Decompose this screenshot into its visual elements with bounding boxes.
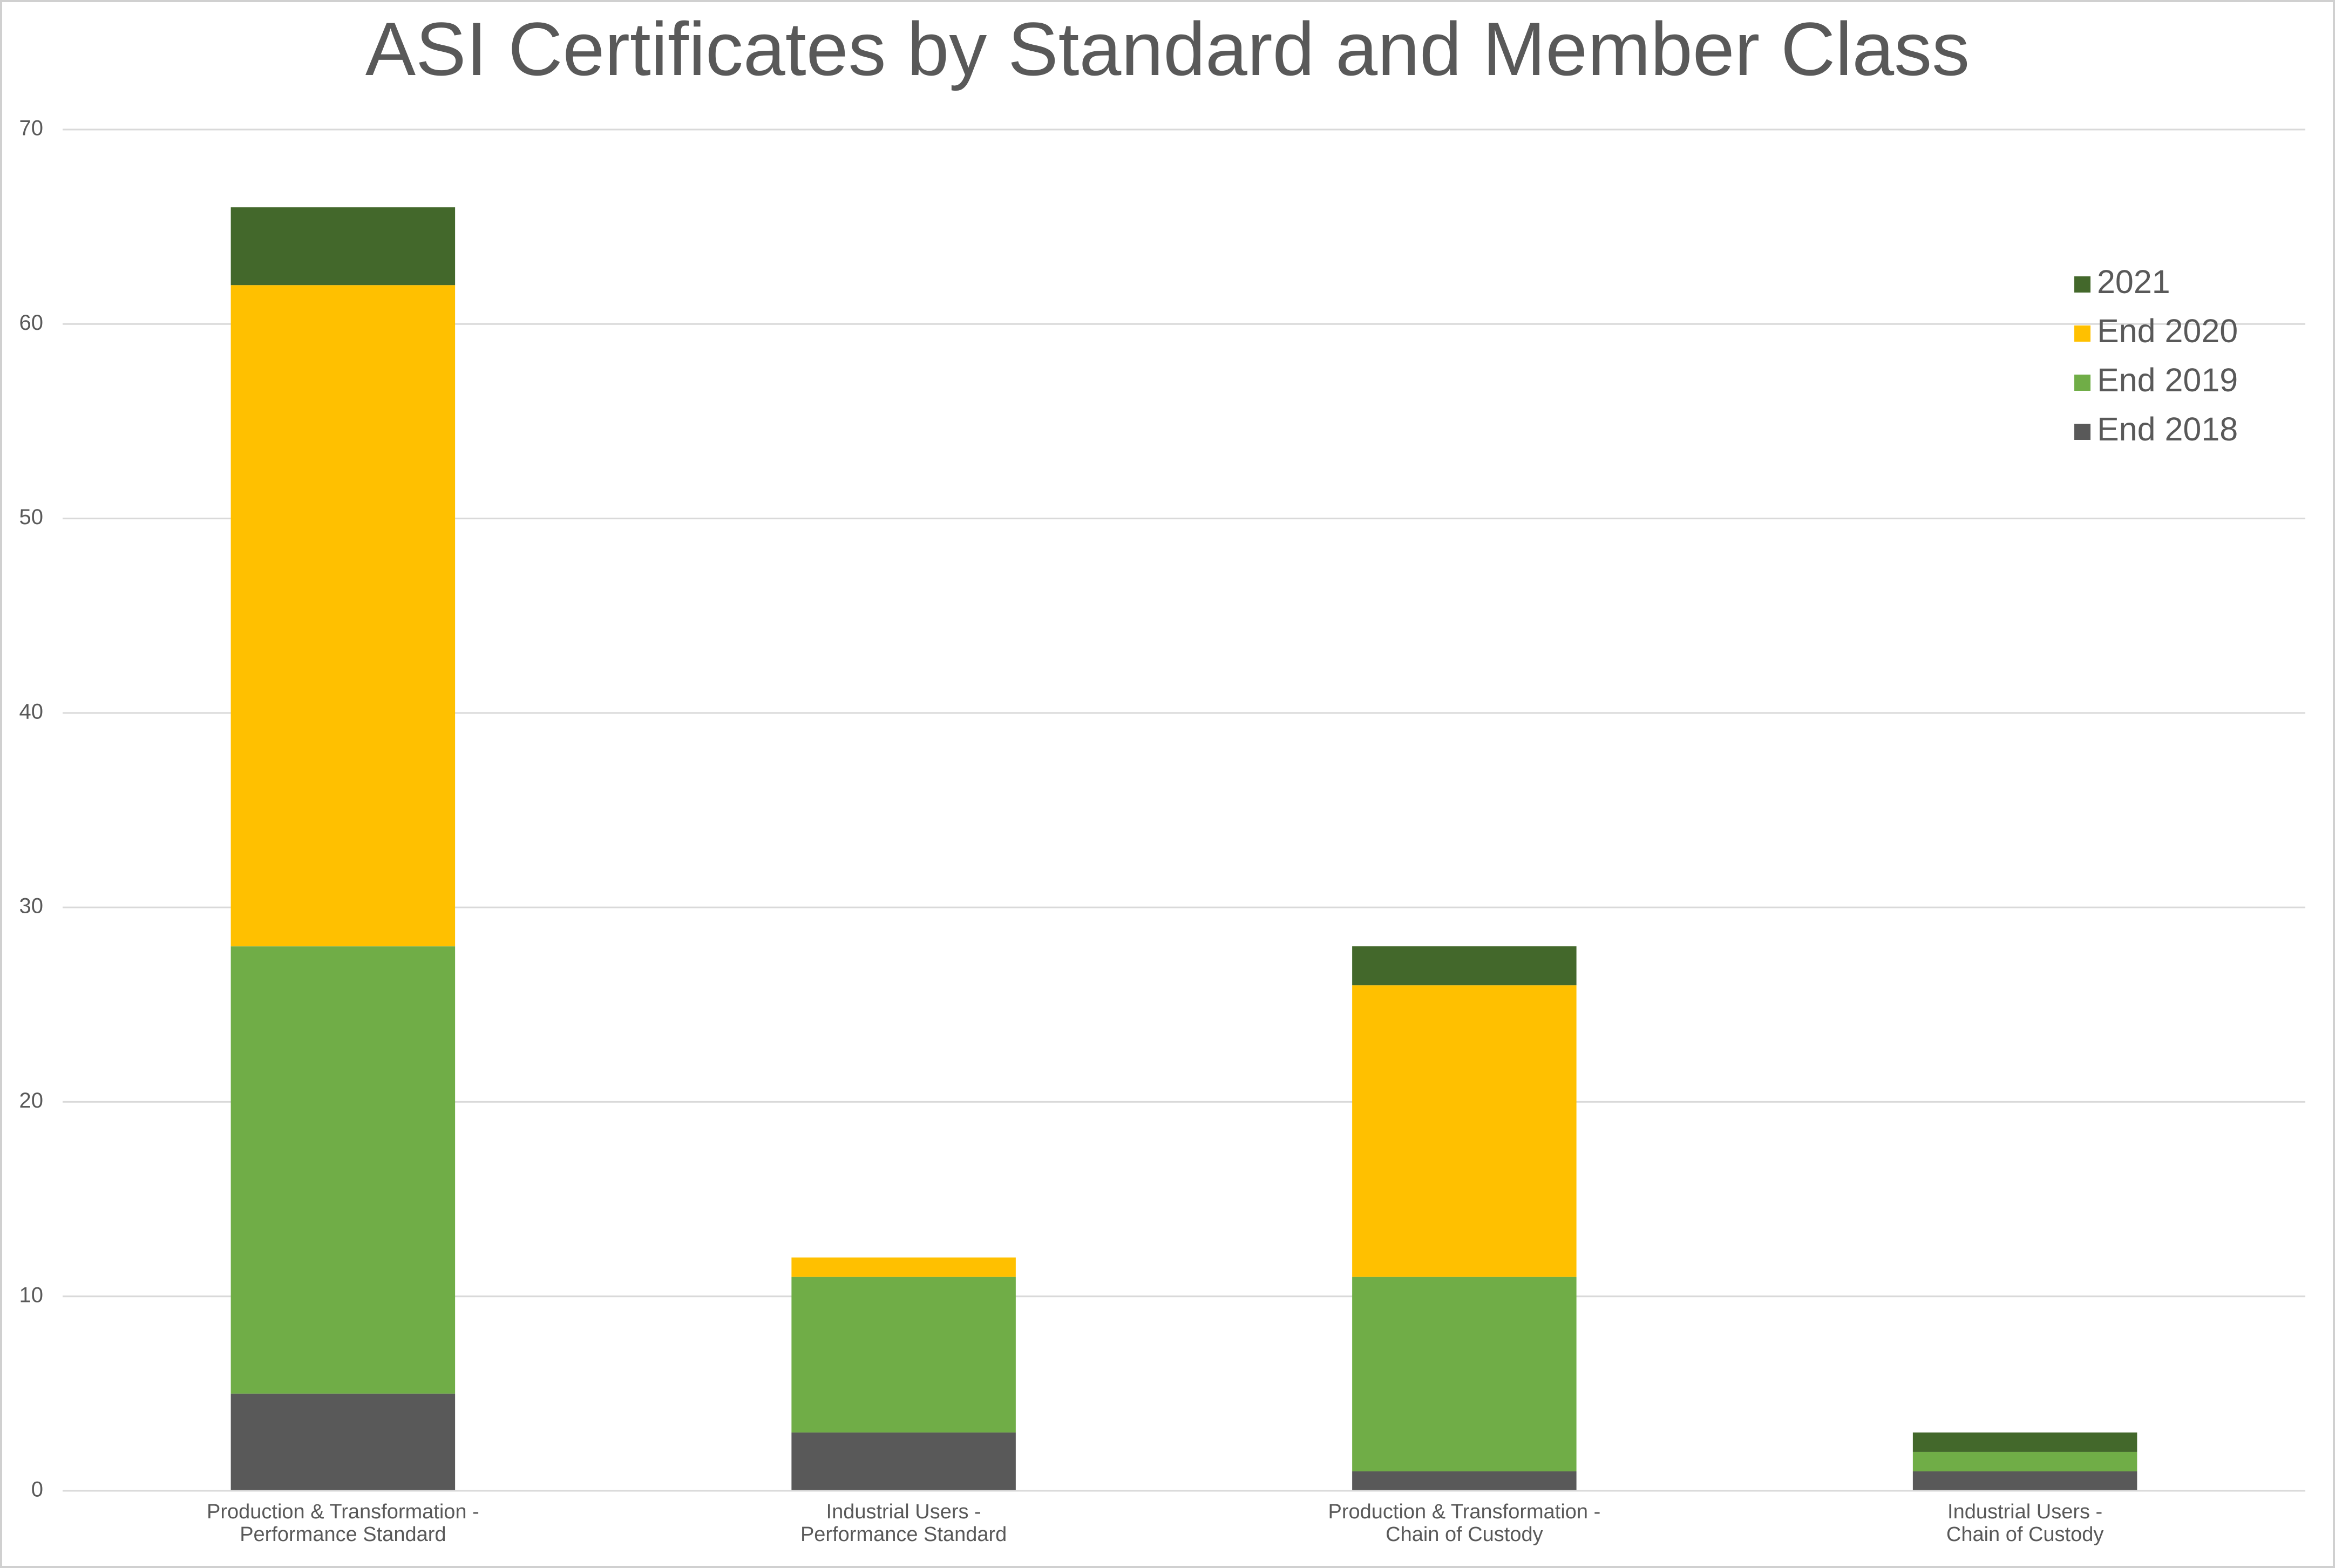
legend-label: 2021 [2097, 263, 2170, 300]
legend-swatch [2074, 424, 2090, 440]
y-tick-label: 40 [19, 700, 44, 723]
bar-segment [1912, 1471, 2137, 1491]
bar-segment [1352, 985, 1577, 1277]
bar-segment [230, 946, 456, 1394]
legend-label: End 2018 [2097, 411, 2238, 447]
y-tick-label: 20 [19, 1089, 44, 1112]
bar-segment [1912, 1432, 2137, 1452]
bar-segment [230, 207, 456, 286]
bar-segment [230, 285, 456, 947]
legend-label: End 2020 [2097, 313, 2238, 349]
y-tick-label: 70 [19, 117, 44, 140]
chart-title: ASI Certificates by Standard and Member … [365, 6, 1970, 91]
x-tick-label: Industrial Users -Performance Standard [800, 1501, 1007, 1546]
x-tick-label: Production & Transformation -Performance… [207, 1501, 479, 1546]
bar-segment [791, 1432, 1016, 1491]
y-tick-label: 30 [19, 894, 44, 918]
bar-segment [1352, 1471, 1577, 1491]
y-tick-label: 10 [19, 1283, 44, 1307]
legend-swatch [2074, 276, 2090, 293]
bar-segment [791, 1257, 1016, 1277]
bar-segment [1352, 946, 1577, 986]
x-tick-label: Industrial Users -Chain of Custody [1946, 1501, 2104, 1546]
y-tick-label: 60 [19, 311, 44, 335]
bar-segment [1912, 1451, 2137, 1471]
legend-swatch [2074, 375, 2090, 391]
y-tick-label: 50 [19, 505, 44, 529]
legend-swatch [2074, 325, 2090, 342]
y-tick-label: 0 [31, 1478, 43, 1502]
bar-segment [230, 1393, 456, 1491]
legend-label: End 2019 [2097, 362, 2238, 398]
bar-segment [791, 1277, 1016, 1433]
bar-segment [1352, 1277, 1577, 1471]
x-tick-label: Production & Transformation -Chain of Cu… [1328, 1501, 1600, 1546]
